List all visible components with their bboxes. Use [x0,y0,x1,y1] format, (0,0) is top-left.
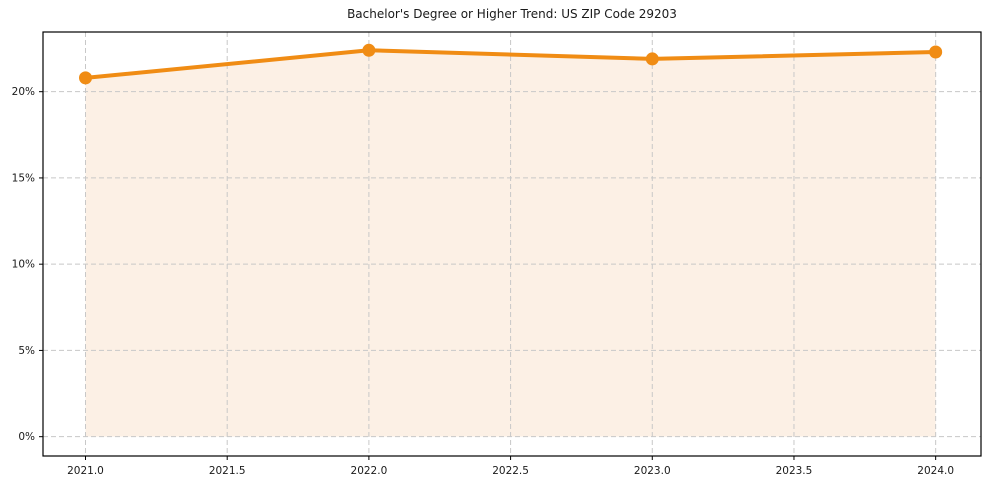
y-tick-label: 0% [18,431,35,443]
data-point-2022 [362,43,376,57]
plot-border [42,31,982,457]
x-tick-label: 2022.5 [492,465,529,477]
data-point-2024 [929,45,943,59]
y-tick-label: 5% [18,345,35,357]
x-tick-label: 2023.5 [776,465,813,477]
x-tick-label: 2023.0 [634,465,671,477]
y-tick-label: 15% [12,172,35,184]
x-tick-label: 2022.0 [351,465,388,477]
x-tick-label: 2021.0 [67,465,104,477]
chart-title: Bachelor's Degree or Higher Trend: US ZI… [347,7,677,21]
y-tick-label: 20% [12,86,35,98]
y-tick-label: 10% [12,259,35,271]
trend-line [83,48,938,80]
x-tick-label: 2024.0 [917,465,954,477]
x-tick-label: 2021.5 [209,465,246,477]
data-point-2023 [645,52,659,66]
data-point-2021 [79,71,93,85]
